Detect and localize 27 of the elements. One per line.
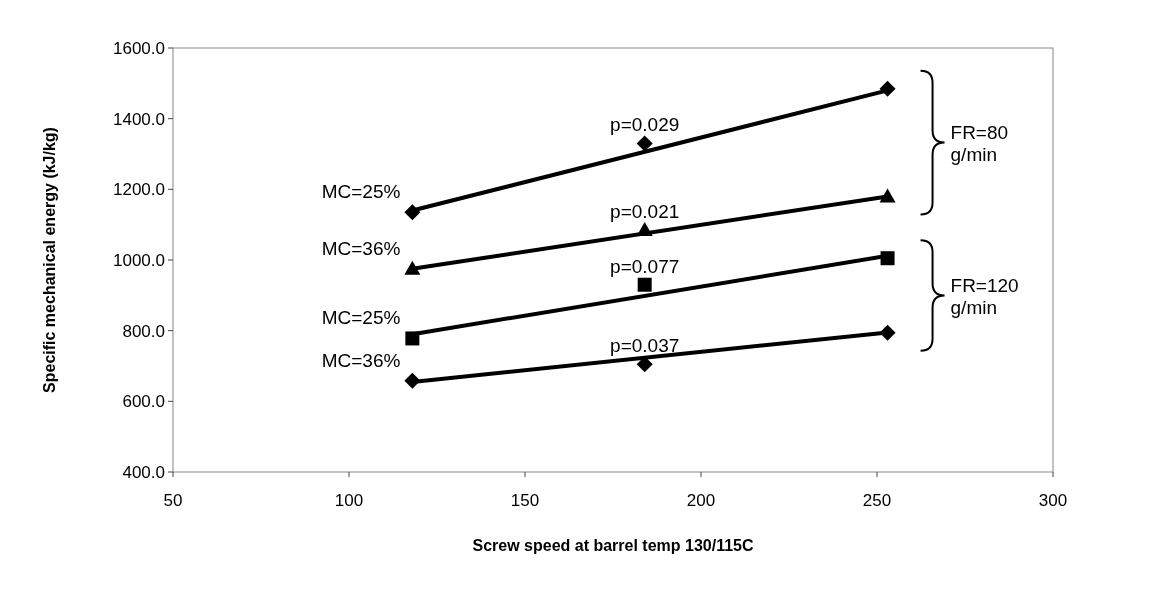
y-tick-label: 1000.0 — [113, 250, 165, 270]
y-tick-label: 1200.0 — [113, 180, 165, 200]
x-tick-label: 50 — [163, 491, 183, 510]
y-tick-label: 600.0 — [122, 392, 165, 412]
y-tick-label: 800.0 — [122, 321, 165, 341]
x-tick-label: 300 — [1038, 491, 1068, 510]
annotation: FR=80 g/min — [950, 121, 1009, 165]
point — [637, 277, 652, 292]
annotation: MC=36% — [321, 237, 401, 259]
annotation: p=0.077 — [610, 255, 680, 277]
annotation: p=0.029 — [610, 114, 680, 136]
point — [636, 135, 653, 152]
x-axis-title: Screw speed at barrel temp 130/115C — [472, 537, 754, 554]
annotation: p=0.037 — [610, 335, 680, 357]
annotation: MC=36% — [321, 349, 401, 371]
x-tick-label: 150 — [510, 491, 540, 510]
annotation: MC=25% — [321, 181, 401, 203]
y-axis-title: Specific mechanical energy (kJ/kg) — [41, 127, 58, 393]
y-tick-label: 1600.0 — [113, 38, 165, 58]
annotation: FR=120 g/min — [950, 274, 1019, 318]
y-tick-label: 1400.0 — [113, 109, 165, 129]
annotation: p=0.021 — [610, 200, 680, 222]
x-tick-label: 200 — [686, 491, 716, 510]
x-tick-label: 250 — [862, 491, 892, 510]
y-tick-label: 400.0 — [122, 462, 165, 482]
annotation: MC=25% — [321, 307, 401, 329]
x-tick-label: 100 — [334, 491, 364, 510]
